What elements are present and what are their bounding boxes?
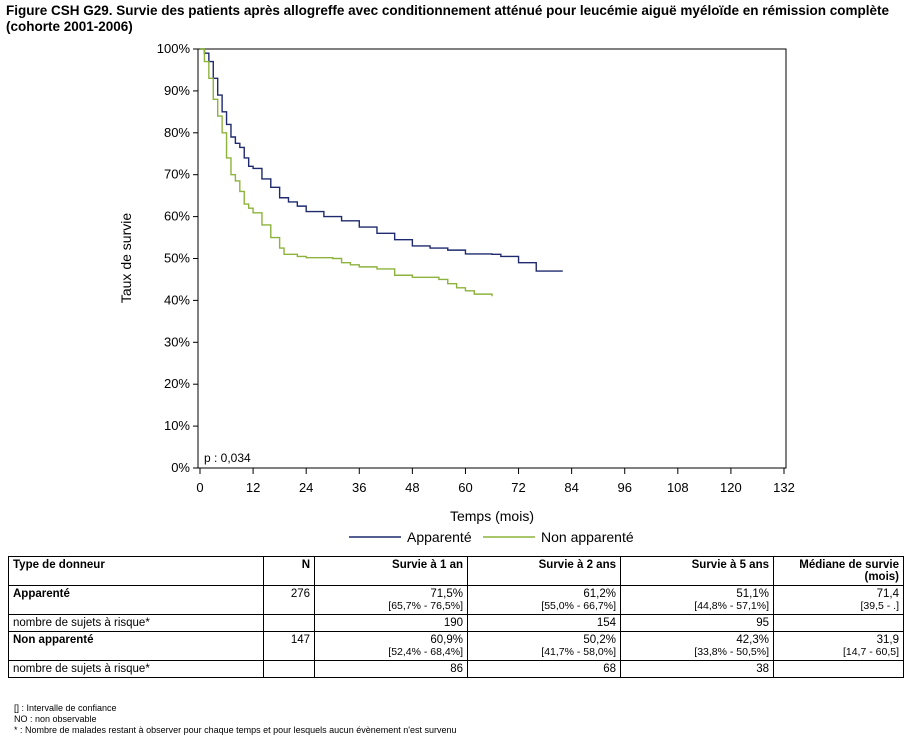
y-tick-label: 60% xyxy=(164,209,190,224)
risk-1y: 190 xyxy=(314,614,468,632)
y-tick-label: 90% xyxy=(164,83,190,98)
median-survival: 71,4 [39,5 - .] xyxy=(773,585,904,615)
footnotes: [] : Intervalle de confiance NO : non ob… xyxy=(14,703,456,736)
header-cell: Survie à 1 an xyxy=(314,556,468,586)
n-cell: 276 xyxy=(263,585,315,615)
x-tick-label: 0 xyxy=(196,480,203,495)
y-tick-label: 50% xyxy=(164,251,190,266)
risk-label: nombre de sujets à risque* xyxy=(8,660,264,678)
y-tick-label: 20% xyxy=(164,376,190,391)
survival-2y: 61,2% [55,0% - 66,7%] xyxy=(467,585,621,615)
x-tick-label: 120 xyxy=(720,480,742,495)
footnote: NO : non observable xyxy=(14,714,97,724)
y-tick-label: 70% xyxy=(164,167,190,182)
n-cell: 147 xyxy=(263,631,315,661)
figure-title: Figure CSH G29. Survie des patients aprè… xyxy=(6,3,890,34)
y-tick-label: 100% xyxy=(157,41,191,56)
x-axis-ticks: 0 12 24 36 48 60 72 84 96 108 120 132 xyxy=(196,468,795,495)
median-survival: 31,9 [14,7 - 60,5] xyxy=(773,631,904,661)
table-row: Apparenté 276 71,5% [65,7% - 76,5%] 61,2%… xyxy=(8,585,904,615)
header-cell: Type de donneur xyxy=(8,556,264,586)
group-name: Non apparenté xyxy=(8,631,264,661)
footnote: * : Nombre de malades restant à observer… xyxy=(14,725,457,735)
x-tick-label: 132 xyxy=(773,480,795,495)
survival-5y: 51,1% [44,8% - 57,1%] xyxy=(620,585,774,615)
risk-1y: 86 xyxy=(314,660,468,678)
x-tick-label: 96 xyxy=(617,480,631,495)
risk-2y: 154 xyxy=(467,614,621,632)
legend-label: Apparenté xyxy=(407,529,472,545)
x-tick-label: 60 xyxy=(458,480,472,495)
survival-1y: 71,5% [65,7% - 76,5%] xyxy=(314,585,468,615)
table-header-row: Type de donneur N Survie à 1 an Survie à… xyxy=(8,556,904,586)
header-cell: Survie à 2 ans xyxy=(467,556,621,586)
header-cell: N xyxy=(263,556,315,586)
x-tick-label: 24 xyxy=(299,480,313,495)
y-tick-label: 80% xyxy=(164,125,190,140)
x-axis-label: Temps (mois) xyxy=(450,508,534,524)
y-tick-label: 40% xyxy=(164,292,190,307)
y-tick-label: 0% xyxy=(171,460,190,475)
footnote: [] : Intervalle de confiance xyxy=(14,703,117,713)
series-line xyxy=(200,48,563,272)
survival-curves xyxy=(200,48,563,297)
legend-label: Non apparenté xyxy=(541,529,634,545)
x-tick-label: 48 xyxy=(405,480,419,495)
survival-table: Type de donneur N Survie à 1 an Survie à… xyxy=(8,556,904,678)
survival-2y: 50,2% [41,7% - 58,0%] xyxy=(467,631,621,661)
risk-2y: 68 xyxy=(467,660,621,678)
survival-5y: 42,3% [33,8% - 50,5%] xyxy=(620,631,774,661)
risk-5y: 38 xyxy=(620,660,774,678)
risk-5y: 95 xyxy=(620,614,774,632)
y-axis-ticks: 0% 10% 20% 30% 40% 50% 60% 70% 80% 90% 100% xyxy=(157,41,198,475)
x-tick-label: 108 xyxy=(667,480,689,495)
x-tick-label: 36 xyxy=(352,480,366,495)
series-line xyxy=(200,48,493,297)
header-cell: Médiane de survie (mois) xyxy=(773,556,904,586)
y-tick-label: 30% xyxy=(164,334,190,349)
risk-label: nombre de sujets à risque* xyxy=(8,614,264,632)
y-tick-label: 10% xyxy=(164,418,190,433)
legend: Apparenté Non apparenté xyxy=(349,529,634,545)
header-cell: Survie à 5 ans xyxy=(620,556,774,586)
p-value-annotation: p : 0,034 xyxy=(204,451,251,465)
table-row: nombre de sujets à risque* 190 154 95 xyxy=(8,614,904,632)
x-tick-label: 84 xyxy=(564,480,578,495)
survival-chart: 0% 10% 20% 30% 40% 50% 60% 70% 80% 90% 100% 0 12 24 3… xyxy=(118,41,795,545)
table-row: Non apparenté 147 60,9% [52,4% - 68,4%] 5… xyxy=(8,631,904,661)
plot-frame xyxy=(197,48,787,469)
y-axis-label: Taux de survie xyxy=(118,213,134,303)
table-row: nombre de sujets à risque* 86 68 38 xyxy=(8,660,904,678)
x-tick-label: 12 xyxy=(246,480,260,495)
survival-1y: 60,9% [52,4% - 68,4%] xyxy=(314,631,468,661)
x-tick-label: 72 xyxy=(511,480,525,495)
group-name: Apparenté xyxy=(8,585,264,615)
